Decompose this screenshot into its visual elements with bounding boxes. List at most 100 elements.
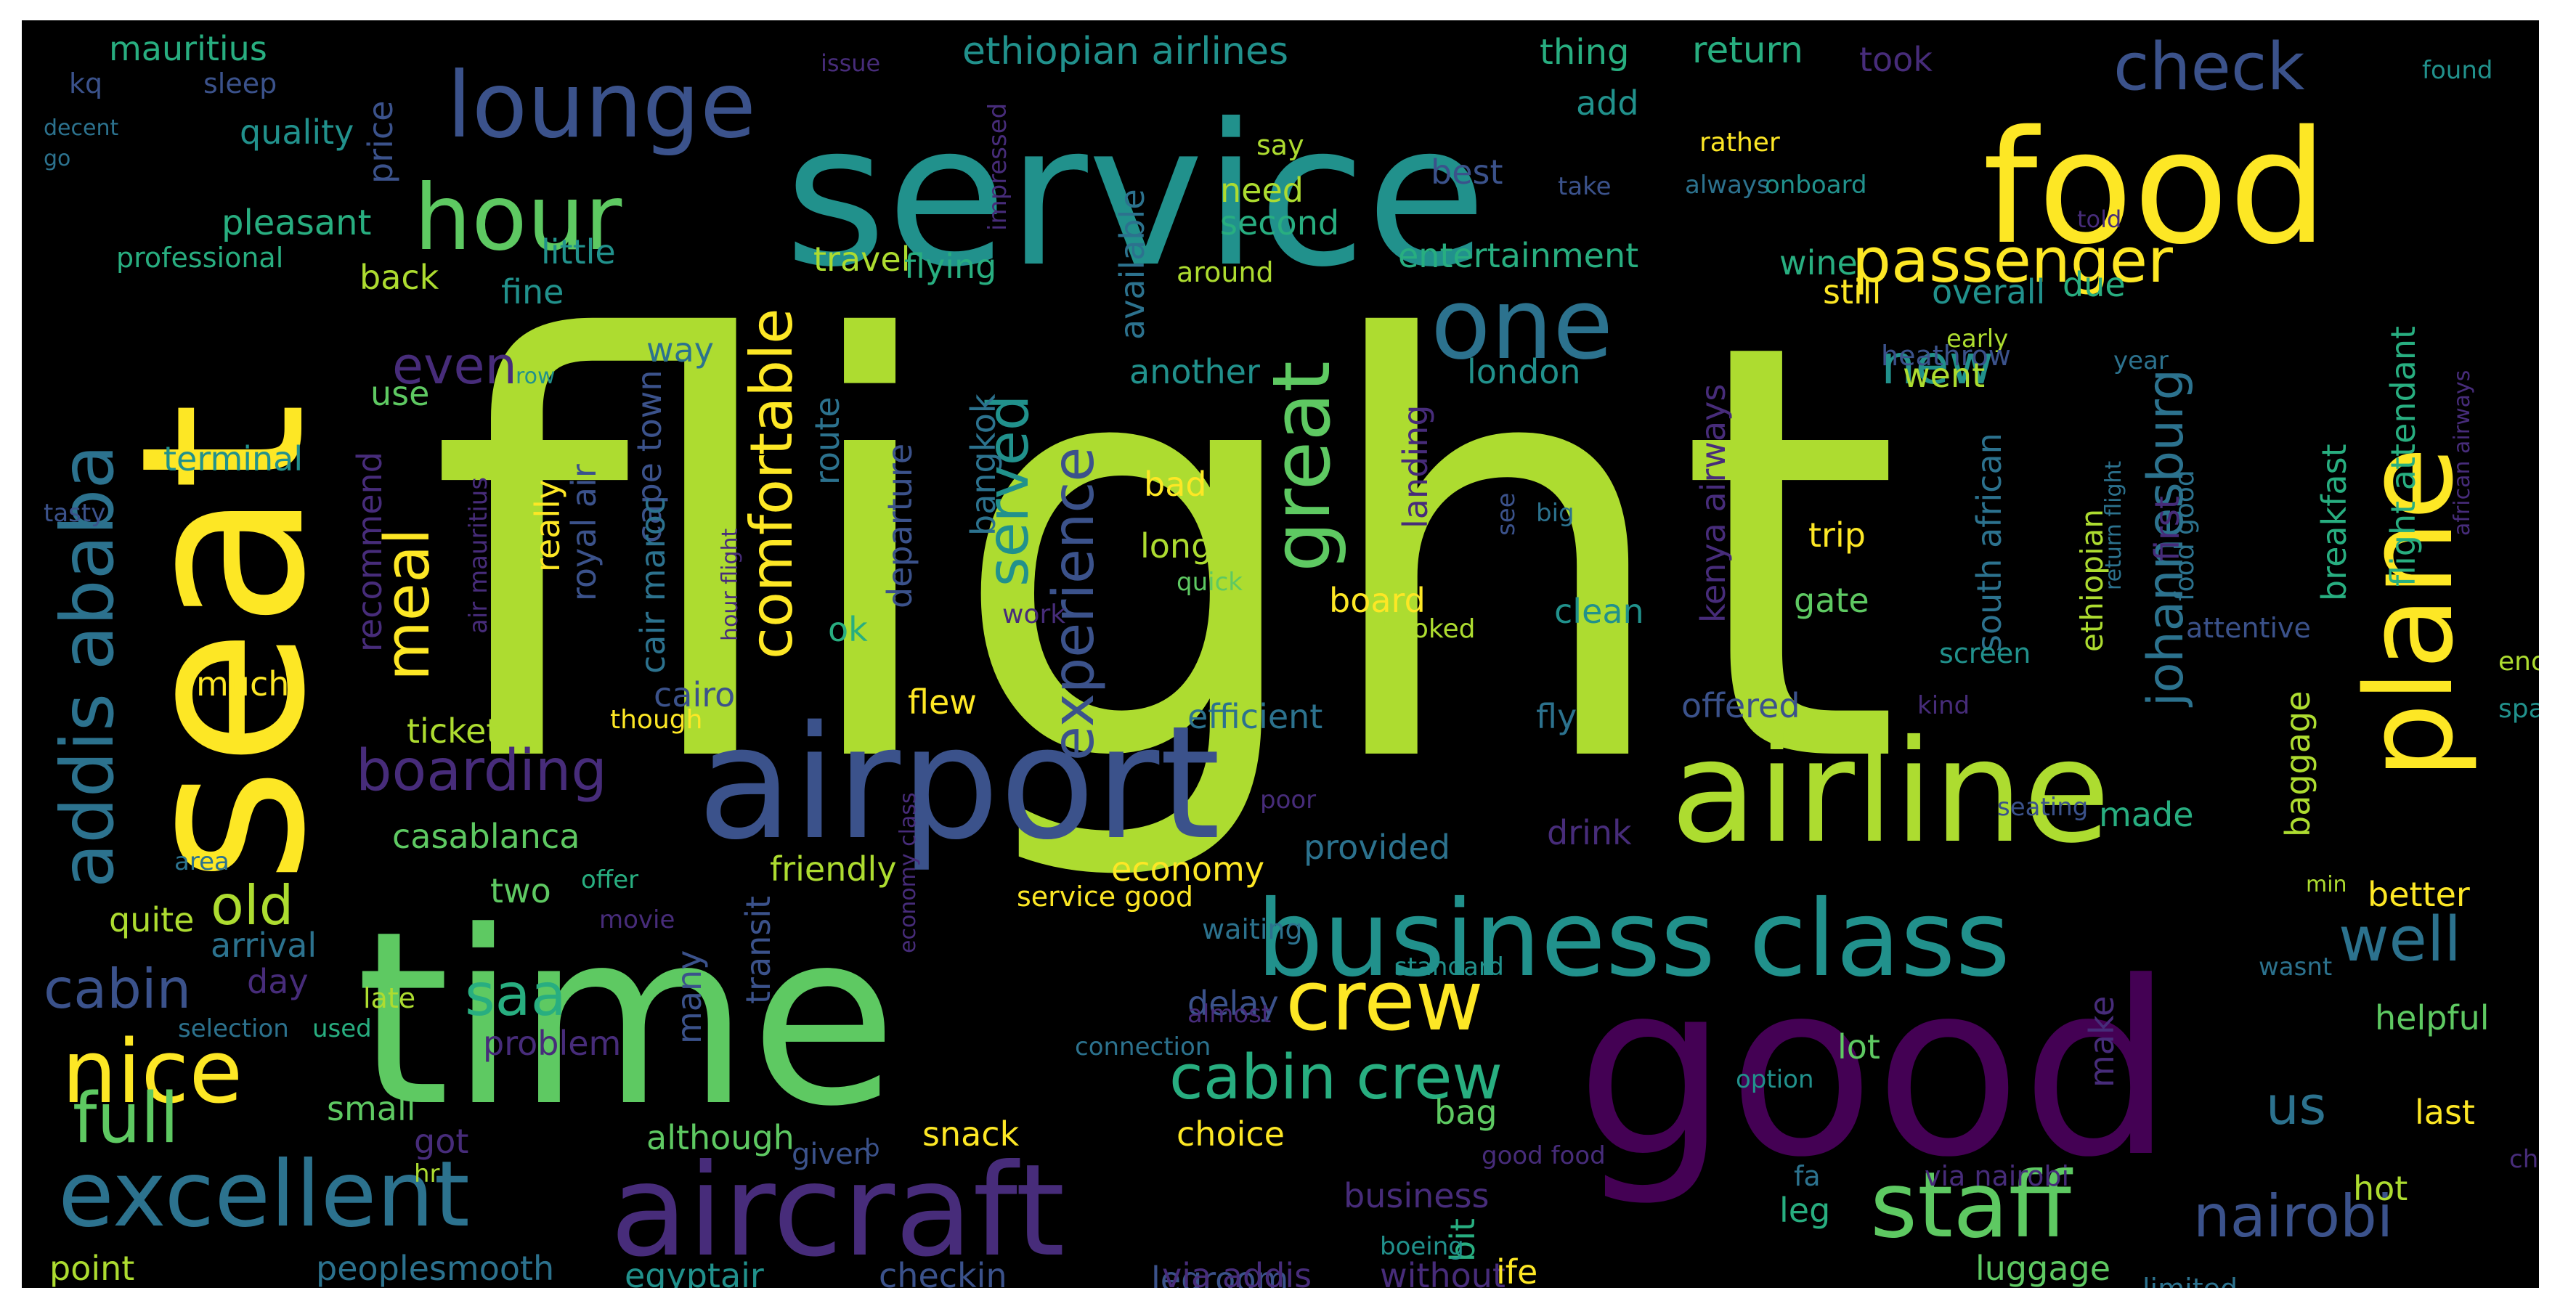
- word-see: see: [1492, 492, 1521, 536]
- word-ok: ok: [828, 610, 868, 649]
- word-fine: fine: [501, 272, 564, 311]
- word-one: one: [1431, 267, 1613, 381]
- word-thing: thing: [1540, 32, 1629, 73]
- word-year: year: [2113, 346, 2169, 375]
- word-selection: selection: [178, 1014, 289, 1043]
- word-around: around: [1177, 256, 1274, 288]
- word-good-food: good food: [1482, 1141, 1606, 1170]
- word-cair-maroc: cair maroc: [633, 497, 673, 674]
- word-seat: seat: [93, 402, 355, 884]
- word-problem: problem: [483, 1024, 621, 1063]
- word-really: really: [528, 480, 567, 572]
- word-impressed: impressed: [983, 103, 1012, 231]
- word-departure: departure: [880, 444, 919, 608]
- word-passenger: passenger: [1852, 225, 2173, 297]
- word-board: board: [1329, 581, 1426, 620]
- word-late: late: [363, 982, 415, 1014]
- word-saa: saa: [465, 961, 566, 1029]
- word-leg: leg: [1779, 1191, 1830, 1230]
- word-old: old: [211, 873, 293, 937]
- word-point: point: [49, 1249, 134, 1288]
- word-cloud: flight seat service time good airport airline f…: [22, 20, 2539, 1288]
- word-two: two: [490, 871, 551, 910]
- word-much: much: [196, 664, 289, 704]
- word-way: way: [646, 330, 714, 370]
- word-long: long: [1140, 526, 1212, 566]
- word-breakfast: breakfast: [2315, 444, 2354, 601]
- word-gate: gate: [1794, 581, 1869, 620]
- word-many: many: [670, 950, 709, 1044]
- word-travel: travel: [813, 240, 910, 279]
- word-cape-town: cape town: [630, 370, 669, 543]
- word-air-mauritius: air mauritius: [464, 477, 493, 634]
- word-casablanca: casablanca: [392, 817, 580, 856]
- word-professional: professional: [116, 242, 283, 274]
- word-business-class: business class: [1256, 878, 2010, 1000]
- word-service: service: [784, 81, 1487, 310]
- word-cabin-crew: cabin crew: [1169, 1042, 1503, 1114]
- word-onboard: onboard: [1765, 171, 1867, 200]
- word-full: full: [73, 1079, 179, 1159]
- word-area: area: [174, 847, 229, 876]
- word-ife: ife: [1496, 1252, 1537, 1288]
- word-connection: connection: [1075, 1032, 1211, 1061]
- word-arrival: arrival: [211, 926, 317, 965]
- word-good: good: [1576, 931, 2174, 1210]
- word-seating: seating: [1997, 793, 2088, 822]
- word-day: day: [247, 962, 309, 1001]
- word-experience: experience: [1041, 447, 1107, 761]
- word-made: made: [2099, 795, 2194, 834]
- word-fa: fa: [1794, 1160, 1821, 1192]
- word-bad: bad: [1144, 465, 1207, 504]
- word-clean: clean: [1554, 592, 1644, 631]
- word-better: better: [2368, 875, 2470, 914]
- word-economy: economy: [1111, 849, 1264, 889]
- word-egyptair: egyptair: [625, 1256, 764, 1288]
- word-served: served: [976, 395, 1041, 587]
- word-efficient: efficient: [1187, 697, 1322, 736]
- word-still: still: [1823, 272, 1881, 311]
- word-although: although: [646, 1118, 795, 1157]
- word-wine: wine: [1779, 243, 1858, 282]
- word-check: check: [2113, 29, 2305, 105]
- word-staff: staff: [1870, 1153, 2073, 1258]
- word-due: due: [2063, 265, 2126, 304]
- word-bangkok: bangkok: [964, 393, 1003, 536]
- word-used: used: [312, 1014, 372, 1043]
- word-south-african: south african: [1970, 433, 2009, 652]
- word-sleep: sleep: [203, 68, 277, 99]
- word-entertainment: entertainment: [1398, 236, 1638, 275]
- word-terminal: terminal: [163, 439, 303, 478]
- word-delay: delay: [1187, 984, 1279, 1023]
- word-luggage: luggage: [1975, 1249, 2110, 1288]
- word-best: best: [1431, 152, 1503, 192]
- word-well: well: [2339, 904, 2461, 976]
- word-quite: quite: [109, 900, 194, 939]
- word-addis-ababa: addis ababa: [45, 444, 130, 888]
- word-limited: limited: [2142, 1273, 2238, 1288]
- word-ticket: ticket: [407, 711, 499, 751]
- word-royal-air: royal air: [564, 464, 604, 601]
- word-last: last: [2415, 1093, 2475, 1132]
- word-second: second: [1220, 203, 1339, 242]
- word-min: min: [2306, 872, 2347, 897]
- word-johannesburg: johannesburg: [2137, 369, 2195, 708]
- word-early: early: [1946, 325, 2008, 354]
- word-enough: enough: [2498, 647, 2539, 677]
- word-small: small: [327, 1089, 416, 1128]
- word-friendly: friendly: [770, 849, 897, 889]
- word-booked: booked: [1380, 614, 1475, 644]
- word-plane: plane: [2340, 446, 2479, 779]
- word-option: option: [1736, 1065, 1814, 1094]
- word-price: price: [361, 101, 400, 184]
- word-say: say: [1256, 129, 1304, 161]
- word-screen: screen: [1939, 637, 2031, 669]
- word-wasnt: wasnt: [2259, 953, 2332, 982]
- word-london: london: [1467, 352, 1581, 391]
- word-aircraft: aircraft: [610, 1138, 1065, 1285]
- word-flew: flew: [908, 682, 977, 722]
- word-attentive: attentive: [2186, 612, 2311, 644]
- word-though: though: [610, 705, 702, 735]
- word-space: space: [2498, 694, 2539, 724]
- word-another: another: [1129, 352, 1260, 391]
